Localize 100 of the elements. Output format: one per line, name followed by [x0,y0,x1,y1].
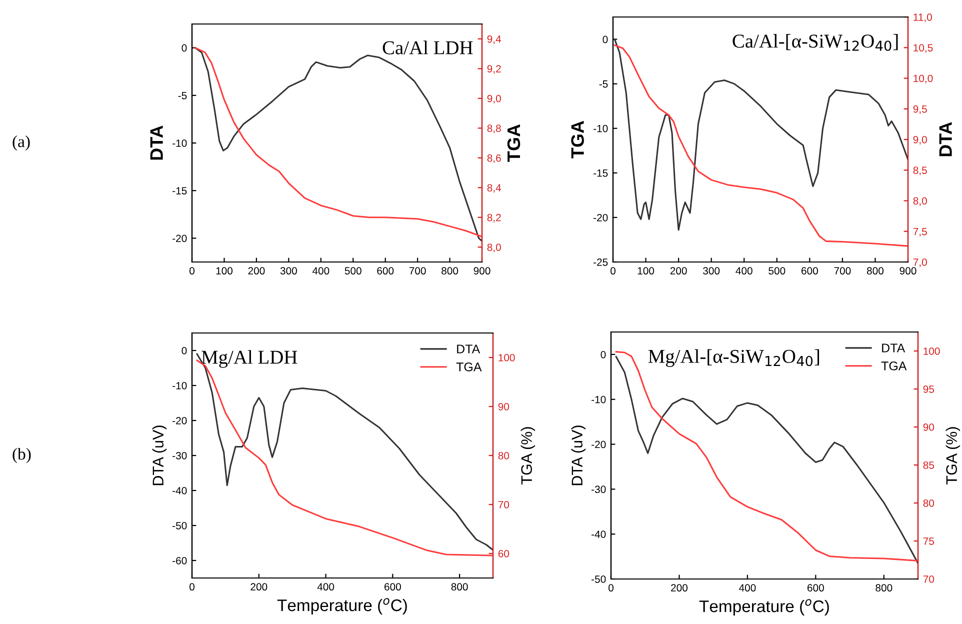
y-tick-label: -40 [592,530,606,538]
y2-tick-label: 9,0 [487,94,501,104]
x-tick-label: 300 [280,267,297,275]
x-tick-label: 200 [670,267,687,275]
y2-axis-title: TGA (%) [946,427,960,484]
y2-tick-label: 10,0 [914,74,933,84]
x-tick-label: 200 [250,583,268,591]
y-tick-label: 0 [602,36,608,44]
y2-tick-label: 9,0 [913,136,927,145]
y2-tick-label: 9,5 [913,105,927,114]
y2-tick-label: 70 [923,576,934,583]
legend-label: DTA [457,344,480,354]
x-tick-label: 0 [610,267,616,275]
y-axis-title: DTA (uV) [571,426,586,486]
x-tick-label: 300 [703,267,720,275]
y-tick-label: -10 [172,382,187,390]
x-tick-label: 500 [344,267,362,275]
x-axis-title: Temperature ($^{o}$C) [277,598,407,614]
x-axis-title: Temperature ($^{o}$C) [699,599,829,616]
y-tick-label: -10 [172,140,187,147]
y2-tick-label: 8,4 [487,184,502,193]
y-tick-label: -20 [592,440,606,448]
x-tick-label: 700 [409,267,426,275]
legend-label: TGA [881,361,907,370]
y2-tick-label: 9,4 [487,35,502,44]
y-axis-title: TGA [571,120,584,158]
y2-tick-label: 8,6 [487,154,501,163]
x-tick-label: 400 [317,583,334,591]
y-tick-label: -25 [594,258,608,266]
y-tick-label: -30 [172,452,187,460]
y2-tick-label: 95 [923,386,934,393]
x-tick-label: 700 [834,267,851,275]
x-tick-label: 200 [248,267,265,275]
y2-tick-label: 100 [498,354,515,362]
y2-axis-title: DTA [939,122,952,156]
y2-axis-title: TGA [507,124,520,162]
y2-tick-label: 60 [498,550,510,558]
y2-tick-label: 8,5 [913,166,927,176]
y-tick-label: -40 [172,487,187,494]
y2-tick-label: 80 [498,452,510,460]
y-tick-label: -10 [592,396,606,404]
text: Mg/Al LDH [202,350,298,368]
x-tick-label: 400 [738,584,756,592]
y-tick-label: -5 [599,80,608,88]
y2-tick-label: 11,0 [914,14,932,22]
x-tick-label: 900 [900,267,916,275]
y2-tick-label: 90 [498,403,510,410]
x-tick-label: 400 [312,267,330,275]
y-tick-label: 0 [182,44,187,52]
y-tick-label: -50 [592,576,606,583]
y2-tick-label: 75 [923,538,934,545]
y-tick-label: 0 [182,347,187,354]
text: (b) [12,448,31,464]
y-tick-label: -50 [172,522,187,530]
x-tick-label: 600 [384,583,401,591]
x-tick-label: 600 [377,267,394,275]
y-tick-label: -10 [594,124,608,132]
y-axis-title: DTA (uV) [152,426,167,486]
legend-label: DTA [882,344,906,352]
y-tick-label: -20 [594,214,608,222]
x-tick-label: 900 [474,267,490,275]
x-tick-label: 0 [608,584,614,592]
text: Ca/Al-[α-SiW$_{12}$O$_{40}$] [732,34,898,51]
y2-axis-title: TGA (%) [520,427,536,484]
x-tick-label: 800 [866,267,884,275]
x-tick-label: 600 [802,267,818,275]
x-tick-label: 200 [671,584,688,592]
x-tick-label: 800 [442,267,458,275]
y2-tick-label: 7,0 [913,258,927,268]
y2-tick-label: 8,8 [487,124,501,134]
y-tick-label: 0 [600,350,606,358]
legend-label: TGA [456,362,482,372]
y2-tick-label: 10,5 [914,44,933,53]
text: Ca/Al LDH [382,40,473,54]
y2-tick-label: 100 [924,348,940,355]
y-tick-label: -30 [592,486,606,494]
x-tick-label: 0 [190,267,194,275]
y2-tick-label: 80 [923,500,934,507]
y2-tick-label: 70 [498,501,510,508]
x-tick-label: 500 [768,267,786,275]
y-tick-label: -60 [172,557,187,564]
x-tick-label: 800 [876,584,892,592]
y-axis-title: DTA [150,126,163,160]
y2-tick-label: 9,2 [487,65,501,74]
y2-tick-label: 8,0 [487,244,501,252]
y-tick-label: -20 [172,417,187,424]
x-tick-label: 0 [190,583,194,591]
text: Mg/Al-[α-SiW$_{12}$O$_{40}$] [648,349,820,367]
y2-tick-label: 85 [923,462,934,469]
x-tick-label: 100 [216,267,233,275]
y2-tick-label: 7,5 [913,228,927,236]
y-tick-label: -20 [172,234,187,242]
text: (a) [12,135,30,151]
x-tick-label: 400 [736,267,752,275]
y-tick-label: -15 [594,170,608,177]
y-tick-label: -5 [178,92,187,100]
y-tick-label: -15 [172,187,187,194]
x-tick-label: 100 [638,267,654,275]
y2-tick-label: 8,0 [913,197,927,206]
x-tick-label: 800 [451,583,468,591]
